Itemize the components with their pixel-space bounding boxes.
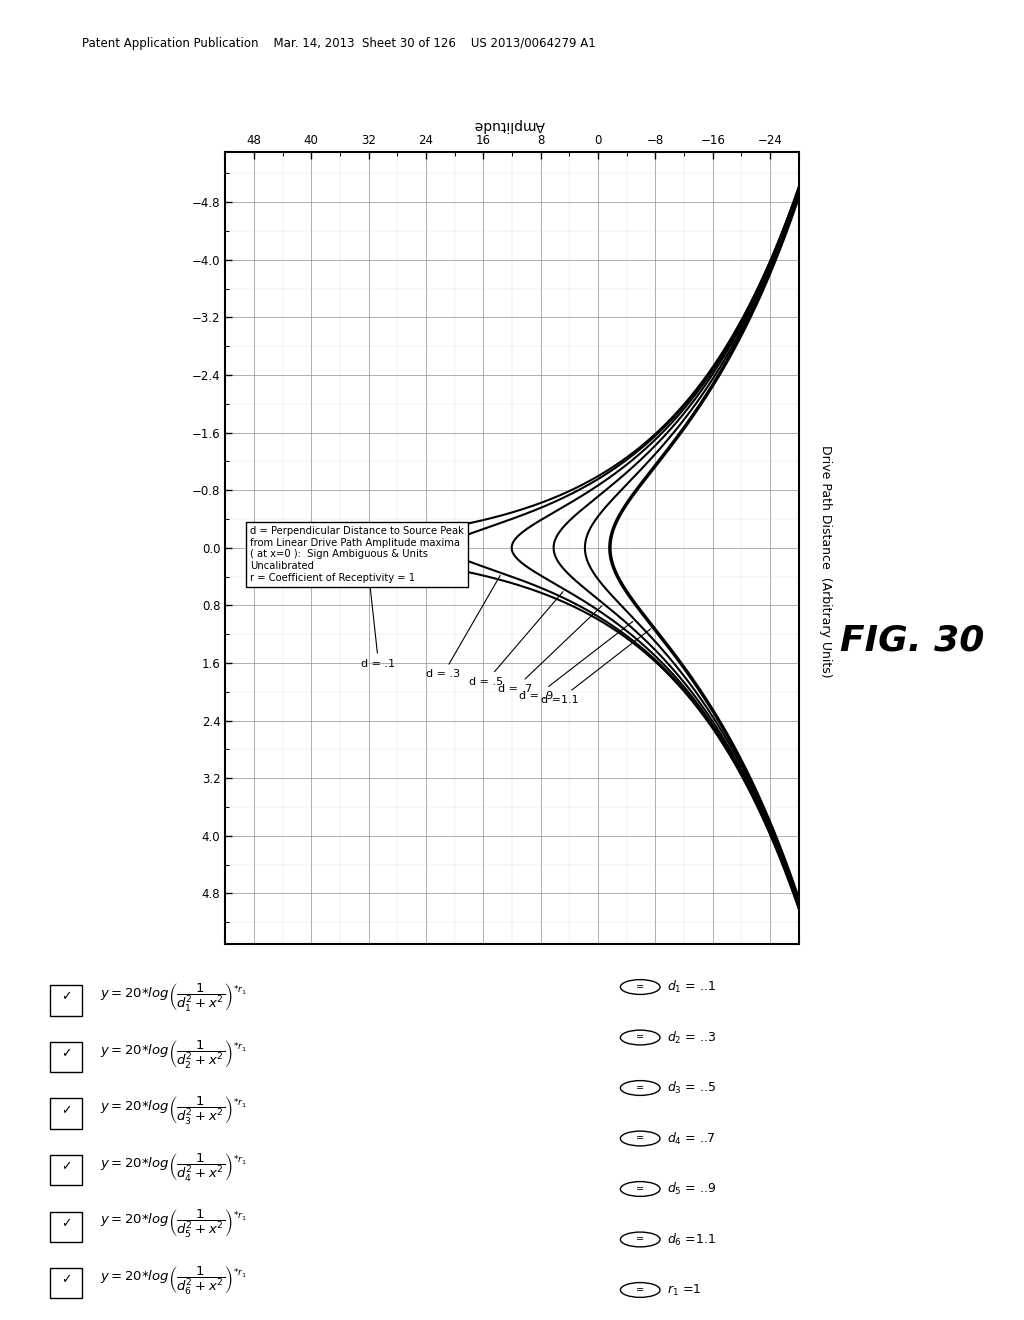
Text: d =1.1: d =1.1 — [541, 628, 651, 705]
Text: d = .9: d = .9 — [519, 622, 633, 701]
Text: ✓: ✓ — [61, 990, 72, 1003]
Text: $d_3$ = ..5: $d_3$ = ..5 — [668, 1080, 717, 1096]
Text: d = Perpendicular Distance to Source Peak
from Linear Drive Path Amplitude maxim: d = Perpendicular Distance to Source Pea… — [251, 527, 464, 582]
Text: $y=20{*}log\left(\dfrac{1}{d_5^2+x^2}\right)^{{*r_1}}$: $y=20{*}log\left(\dfrac{1}{d_5^2+x^2}\ri… — [99, 1208, 247, 1239]
Text: =: = — [636, 1134, 644, 1143]
Text: ✓: ✓ — [61, 1217, 72, 1230]
Text: $y=20{*}log\left(\dfrac{1}{d_1^2+x^2}\right)^{{*r_1}}$: $y=20{*}log\left(\dfrac{1}{d_1^2+x^2}\ri… — [99, 981, 247, 1014]
Text: =: = — [636, 1032, 644, 1043]
FancyBboxPatch shape — [50, 1098, 82, 1129]
Text: $y=20{*}log\left(\dfrac{1}{d_3^2+x^2}\right)^{{*r_1}}$: $y=20{*}log\left(\dfrac{1}{d_3^2+x^2}\ri… — [99, 1094, 247, 1126]
Text: d = .3: d = .3 — [426, 576, 500, 680]
Text: $y=20{*}log\left(\dfrac{1}{d_4^2+x^2}\right)^{{*r_1}}$: $y=20{*}log\left(\dfrac{1}{d_4^2+x^2}\ri… — [99, 1151, 247, 1183]
Text: ✓: ✓ — [61, 1104, 72, 1117]
Text: $y=20{*}log\left(\dfrac{1}{d_2^2+x^2}\right)^{{*r_1}}$: $y=20{*}log\left(\dfrac{1}{d_2^2+x^2}\ri… — [99, 1038, 247, 1069]
Text: $d_6$ =1.1: $d_6$ =1.1 — [668, 1232, 716, 1247]
FancyBboxPatch shape — [50, 1041, 82, 1072]
Text: =: = — [636, 1184, 644, 1195]
Text: Amplitude: Amplitude — [473, 117, 545, 132]
Text: =: = — [636, 982, 644, 993]
Text: FIG. 30: FIG. 30 — [840, 623, 984, 657]
Text: Patent Application Publication    Mar. 14, 2013  Sheet 30 of 126    US 2013/0064: Patent Application Publication Mar. 14, … — [82, 37, 596, 50]
Text: =: = — [636, 1284, 644, 1295]
Text: $y=20{*}log\left(\dfrac{1}{d_6^2+x^2}\right)^{{*r_1}}$: $y=20{*}log\left(\dfrac{1}{d_6^2+x^2}\ri… — [99, 1263, 247, 1296]
Text: $d_4$ = ..7: $d_4$ = ..7 — [668, 1130, 716, 1147]
Text: ✓: ✓ — [61, 1160, 72, 1173]
Text: d = .1: d = .1 — [361, 560, 395, 669]
Text: $d_2$ = ..3: $d_2$ = ..3 — [668, 1030, 717, 1045]
Text: $r_1$ =1: $r_1$ =1 — [668, 1283, 701, 1298]
FancyBboxPatch shape — [50, 1155, 82, 1185]
Text: d = .7: d = .7 — [498, 606, 602, 694]
Text: $d_5$ = ..9: $d_5$ = ..9 — [668, 1181, 717, 1197]
FancyBboxPatch shape — [50, 1212, 82, 1242]
Text: Drive Path Distance  (Arbitrary Units): Drive Path Distance (Arbitrary Units) — [819, 445, 833, 677]
FancyBboxPatch shape — [50, 985, 82, 1015]
Text: =: = — [636, 1082, 644, 1093]
Text: =: = — [636, 1234, 644, 1245]
Text: ✓: ✓ — [61, 1274, 72, 1287]
Text: d = .5: d = .5 — [469, 591, 563, 686]
Text: $d_1$ = ..1: $d_1$ = ..1 — [668, 979, 716, 995]
FancyBboxPatch shape — [50, 1269, 82, 1299]
Text: ✓: ✓ — [61, 1047, 72, 1060]
